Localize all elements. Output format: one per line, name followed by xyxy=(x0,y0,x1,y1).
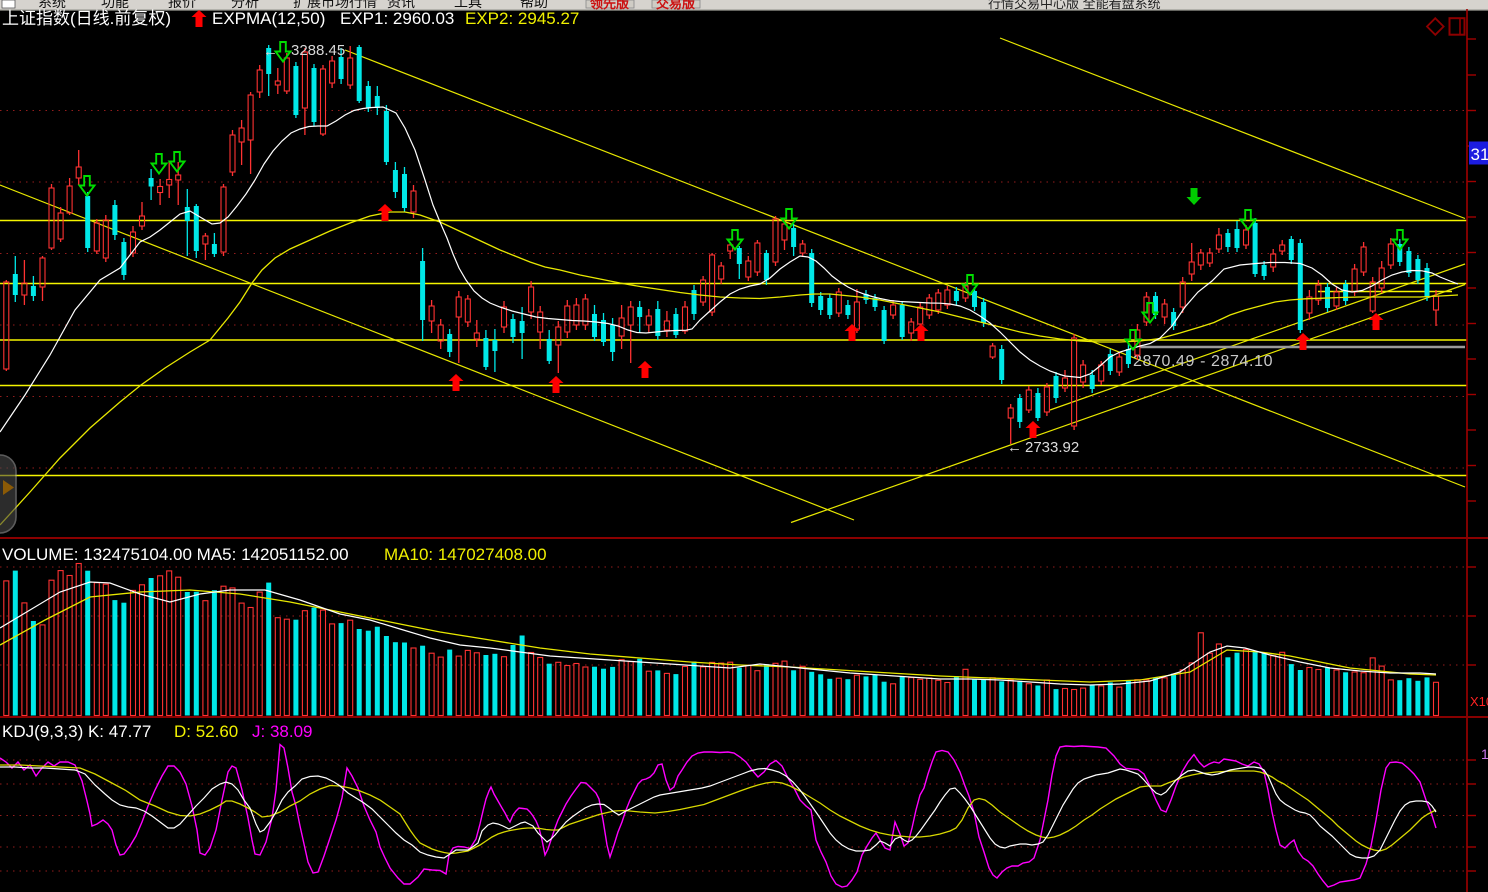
svg-text:EXP1: 2960.03: EXP1: 2960.03 xyxy=(340,9,454,28)
svg-text:报价: 报价 xyxy=(168,0,196,10)
svg-text:VOLUME: 132475104.00 MA5: 142: VOLUME: 132475104.00 MA5: 142051152.00 xyxy=(2,545,349,564)
svg-text:工具: 工具 xyxy=(454,0,482,10)
svg-text:J: 38.09: J: 38.09 xyxy=(252,722,313,741)
svg-text:行情交易中心版 全能看盘系统: 行情交易中心版 全能看盘系统 xyxy=(988,0,1161,11)
svg-text:←: ← xyxy=(263,43,278,60)
svg-text:2870.49 - 2874.10: 2870.49 - 2874.10 xyxy=(1133,353,1273,370)
svg-text:功能: 功能 xyxy=(101,0,129,10)
svg-text:交易版: 交易版 xyxy=(656,0,695,11)
svg-text:领先版: 领先版 xyxy=(590,0,629,11)
svg-text:扩展市场行情: 扩展市场行情 xyxy=(293,0,377,10)
svg-text:EXP2: 2945.27: EXP2: 2945.27 xyxy=(465,9,579,28)
svg-text:EXPMA(12,50): EXPMA(12,50) xyxy=(212,9,325,28)
svg-text:←: ← xyxy=(1007,439,1022,456)
svg-text:上证指数(日线.前复权): 上证指数(日线.前复权) xyxy=(2,9,171,28)
svg-text:3288.45: 3288.45 xyxy=(291,42,345,59)
svg-text:31: 31 xyxy=(1471,145,1488,164)
svg-text:分析: 分析 xyxy=(231,0,259,10)
svg-text:2733.92: 2733.92 xyxy=(1025,439,1079,456)
svg-text:帮助: 帮助 xyxy=(520,0,548,10)
svg-text:资讯: 资讯 xyxy=(387,0,415,10)
svg-text:KDJ(9,3,3) K: 47.77: KDJ(9,3,3) K: 47.77 xyxy=(2,722,151,741)
svg-text:系统: 系统 xyxy=(38,0,66,10)
svg-text:D: 52.60: D: 52.60 xyxy=(174,722,238,741)
svg-text:1: 1 xyxy=(1481,746,1488,762)
svg-text:X10: X10 xyxy=(1470,694,1488,709)
svg-text:MA10: 147027408.00: MA10: 147027408.00 xyxy=(384,545,547,564)
